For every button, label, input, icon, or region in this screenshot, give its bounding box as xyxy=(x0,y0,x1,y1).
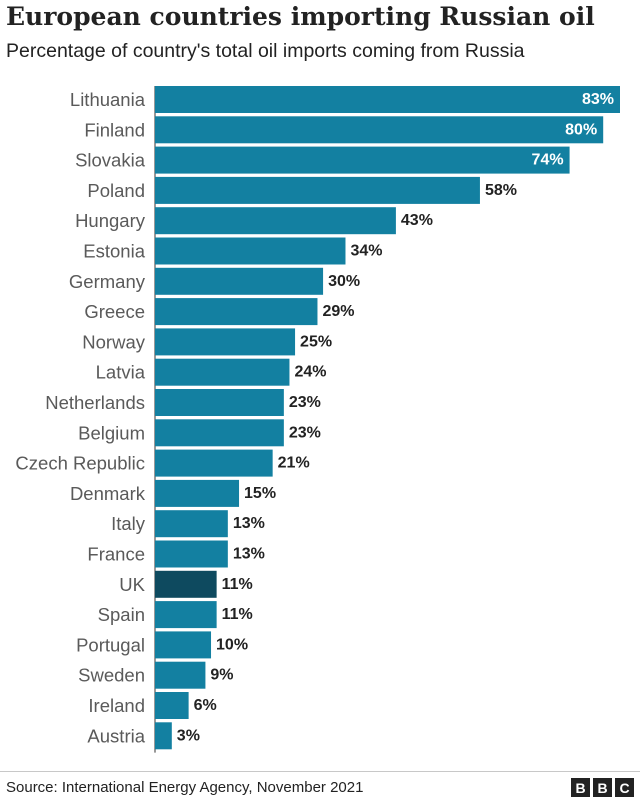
category-label: Italy xyxy=(111,513,146,534)
bar xyxy=(155,267,324,295)
data-label: 43% xyxy=(401,212,433,229)
category-label: Ireland xyxy=(88,695,145,716)
category-label: Finland xyxy=(84,119,145,140)
bar xyxy=(155,631,212,659)
data-label: 13% xyxy=(233,546,265,563)
bar xyxy=(155,176,480,204)
data-label: 30% xyxy=(328,273,360,290)
category-label: Spain xyxy=(98,604,145,625)
bar xyxy=(155,86,620,113)
category-label: France xyxy=(87,544,145,565)
footer-divider xyxy=(0,771,640,772)
bar xyxy=(155,570,217,598)
bar xyxy=(155,389,284,416)
bar xyxy=(155,449,273,477)
bar xyxy=(155,479,240,507)
chart-subtitle: Percentage of country's total oil import… xyxy=(6,40,525,62)
category-label: Lithuania xyxy=(70,89,146,110)
category-label: Greece xyxy=(84,301,145,322)
data-label: 25% xyxy=(300,333,332,350)
bar xyxy=(155,661,206,689)
data-label: 15% xyxy=(244,485,276,502)
category-label: Sweden xyxy=(78,665,145,686)
bar xyxy=(155,328,296,356)
bar xyxy=(155,722,172,750)
category-label: Estonia xyxy=(83,241,145,262)
category-label: Germany xyxy=(69,271,146,292)
data-label: 34% xyxy=(350,243,382,260)
category-label: UK xyxy=(119,574,145,595)
category-label: Portugal xyxy=(76,634,145,655)
data-label: 6% xyxy=(194,697,217,714)
category-label: Austria xyxy=(87,725,145,746)
bbc-logo-letter: C xyxy=(615,778,634,797)
bar xyxy=(155,510,228,538)
bar xyxy=(155,692,189,719)
data-label: 74% xyxy=(532,152,564,169)
category-label: Slovakia xyxy=(75,150,146,171)
data-label: 23% xyxy=(289,394,321,411)
data-label: 9% xyxy=(210,667,233,684)
bar xyxy=(155,237,346,265)
bar xyxy=(155,358,290,386)
bar xyxy=(155,601,217,629)
category-label: Poland xyxy=(87,180,145,201)
chart-title: European countries importing Russian oil xyxy=(6,2,595,31)
bbc-logo-letter: B xyxy=(593,778,612,797)
category-label: Norway xyxy=(82,331,145,352)
bar xyxy=(155,298,318,326)
bbc-logo-letter: B xyxy=(571,778,590,797)
bar xyxy=(155,207,396,235)
bbc-logo: B B C xyxy=(571,778,634,797)
category-label: Latvia xyxy=(96,362,146,383)
bar xyxy=(155,419,284,447)
bar xyxy=(155,116,604,144)
bar-chart: Lithuania 83% Finland 80% Slovakia 74% Poland 5… xyxy=(15,86,620,753)
bar xyxy=(155,146,570,174)
source-note: Source: International Energy Agency, Nov… xyxy=(6,779,364,796)
data-label: 10% xyxy=(216,636,248,653)
category-label: Denmark xyxy=(70,483,146,504)
category-label: Czech Republic xyxy=(15,453,145,474)
category-label: Hungary xyxy=(75,210,146,231)
category-label: Belgium xyxy=(78,422,145,443)
data-label: 83% xyxy=(582,91,614,108)
data-label: 11% xyxy=(222,606,253,623)
bar xyxy=(155,540,228,568)
data-label: 13% xyxy=(233,515,265,532)
data-label: 80% xyxy=(565,121,597,138)
data-label: 24% xyxy=(294,364,326,381)
category-label: Netherlands xyxy=(45,392,145,413)
data-label: 23% xyxy=(289,424,321,441)
data-label: 21% xyxy=(278,455,310,472)
data-label: 3% xyxy=(177,727,200,744)
data-label: 58% xyxy=(485,182,517,199)
data-label: 11% xyxy=(222,576,253,593)
data-label: 29% xyxy=(322,303,354,320)
